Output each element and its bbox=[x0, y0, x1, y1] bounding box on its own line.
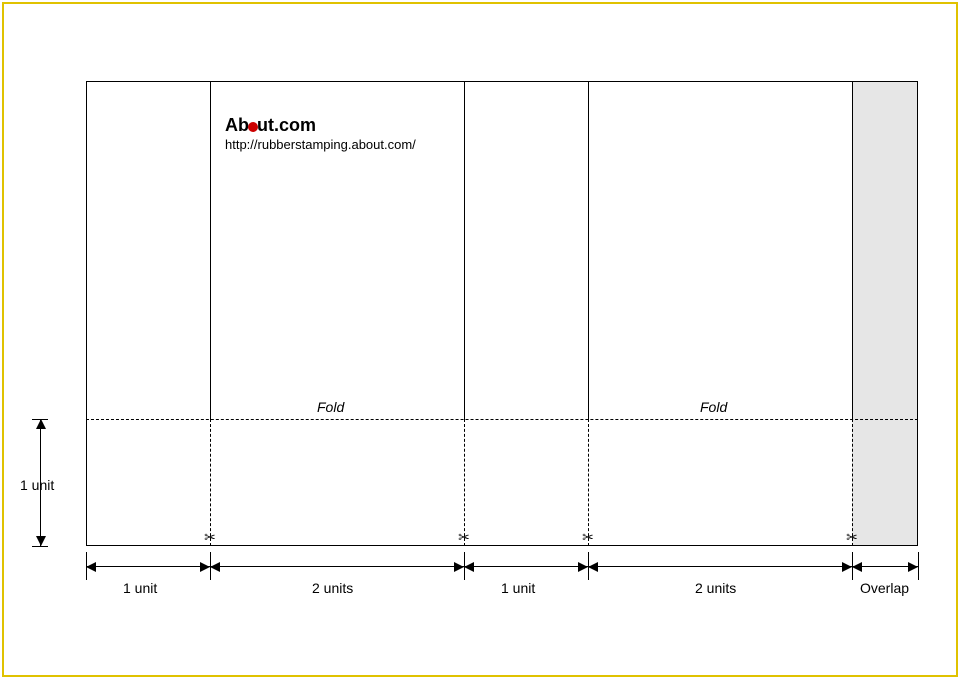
h-dimension-label: 1 unit bbox=[501, 580, 535, 596]
cut-line bbox=[588, 419, 589, 546]
cut-line bbox=[464, 419, 465, 546]
cut-line bbox=[852, 419, 853, 546]
h-dimension-label: 1 unit bbox=[123, 580, 157, 596]
h-dimension-line bbox=[852, 566, 918, 567]
panel-divider bbox=[210, 81, 211, 419]
panel-divider bbox=[588, 81, 589, 419]
panel-divider bbox=[852, 81, 853, 419]
h-dimension-line bbox=[588, 566, 852, 567]
scissors-icon: ✂ bbox=[846, 530, 858, 544]
h-dimension-line bbox=[464, 566, 588, 567]
h-dimension-line bbox=[210, 566, 464, 567]
brand-suffix: ut.com bbox=[257, 115, 316, 135]
panel-divider bbox=[464, 81, 465, 419]
cut-line bbox=[210, 419, 211, 546]
v-dimension-tick bbox=[32, 546, 48, 547]
v-dimension-tick bbox=[32, 419, 48, 420]
brand-url: http://rubberstamping.about.com/ bbox=[225, 137, 416, 152]
fold-label: Fold bbox=[700, 399, 727, 415]
h-dimension-tick bbox=[918, 552, 919, 580]
v-dimension-label: 1 unit bbox=[20, 477, 54, 493]
h-dimension-label: 2 units bbox=[695, 580, 736, 596]
scissors-icon: ✂ bbox=[582, 530, 594, 544]
scissors-icon: ✂ bbox=[204, 530, 216, 544]
scissors-icon: ✂ bbox=[458, 530, 470, 544]
h-dimension-label: 2 units bbox=[312, 580, 353, 596]
brand-prefix: Ab bbox=[225, 115, 249, 135]
h-dimension-label: Overlap bbox=[860, 580, 909, 596]
fold-label: Fold bbox=[317, 399, 344, 415]
brand-logo: Ab ut.com bbox=[225, 115, 316, 136]
h-dimension-line bbox=[86, 566, 210, 567]
